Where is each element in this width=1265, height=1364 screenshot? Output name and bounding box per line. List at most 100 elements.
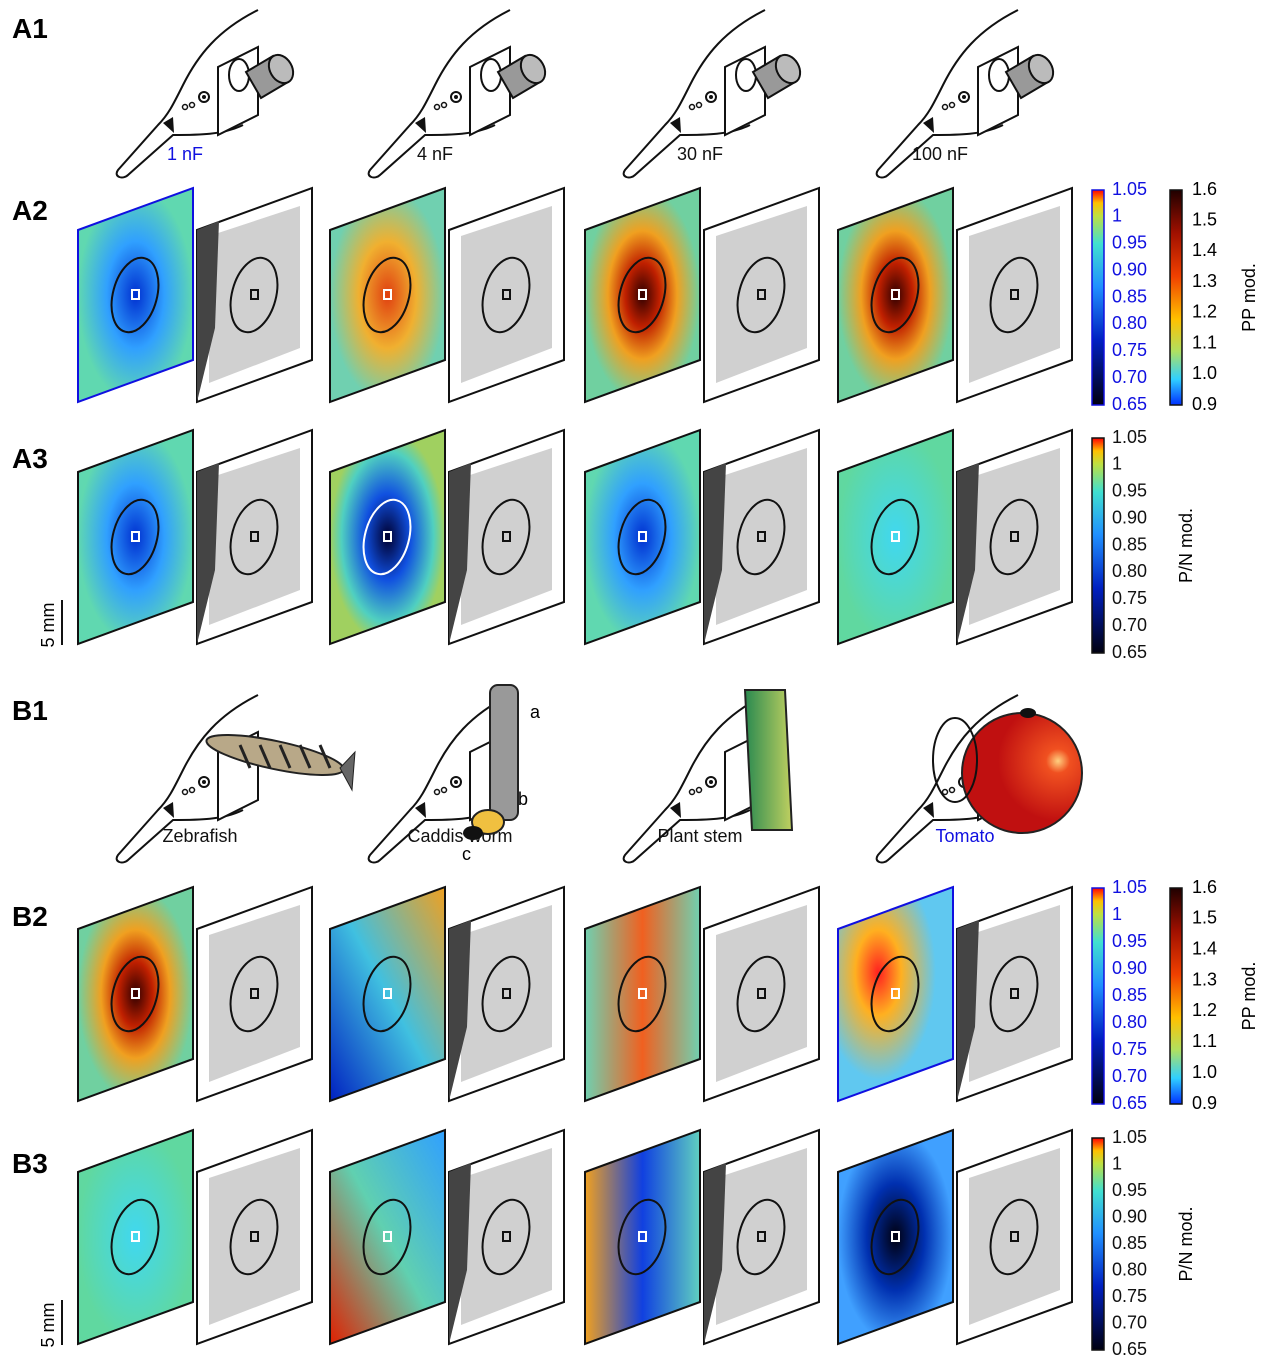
heatmap [838, 1130, 953, 1344]
pn-tick-label: 0.70 [1112, 1312, 1147, 1332]
pp-tick-label: 1.4 [1192, 938, 1217, 958]
pn-tick-label: 0.75 [1112, 340, 1147, 360]
pn-tick-label: 1 [1112, 1153, 1122, 1173]
pn-tick-label: 0.75 [1112, 588, 1147, 608]
heatmap [330, 430, 445, 644]
caddis-part-label: a [530, 702, 541, 722]
scale-bar-label: 5 mm [38, 1303, 58, 1348]
pp-tick-label: 1.2 [1192, 302, 1217, 322]
colorbar-pn [1092, 888, 1104, 1104]
pn-tick-label: 0.95 [1112, 1180, 1147, 1200]
heatmap [585, 430, 700, 644]
heatmap [78, 430, 193, 644]
panel-label: B2 [12, 901, 48, 932]
caddis-case [490, 685, 518, 820]
pp-tick-label: 1.4 [1192, 240, 1217, 260]
pn-tick-label: 1.05 [1112, 427, 1147, 447]
stimulus-label: 4 nF [417, 144, 453, 164]
pn-tick-label: 0.85 [1112, 1233, 1147, 1253]
pn-axis-label: P/N mod. [1176, 508, 1196, 583]
panel-label: B1 [12, 695, 48, 726]
pn-tick-label: 0.85 [1112, 286, 1147, 306]
object-label: Tomato [935, 826, 994, 846]
figure: A1A2A3B1B2B31 nF4 nF30 nF100 nFZebrafish… [0, 0, 1265, 1359]
pn-tick-label: 0.75 [1112, 1039, 1147, 1059]
pn-tick-label: 0.80 [1112, 1012, 1147, 1032]
pn-tick-label: 0.65 [1112, 1093, 1147, 1113]
heatmap [330, 188, 445, 402]
pn-tick-label: 0.70 [1112, 367, 1147, 387]
heatmap [838, 188, 953, 402]
heatmap [838, 887, 953, 1101]
panel-label: B3 [12, 1148, 48, 1179]
pn-tick-label: 0.95 [1112, 233, 1147, 253]
pn-tick-label: 0.85 [1112, 534, 1147, 554]
pp-tick-label: 1.1 [1192, 1031, 1217, 1051]
heatmap [585, 887, 700, 1101]
fish-tail [340, 752, 355, 790]
pn-tick-label: 0.75 [1112, 1286, 1147, 1306]
colorbar-pn [1092, 1138, 1104, 1350]
pp-tick-label: 1.6 [1192, 877, 1217, 897]
heatmap [838, 430, 953, 644]
pn-tick-label: 0.70 [1112, 615, 1147, 635]
pn-tick-label: 1 [1112, 206, 1122, 226]
colorbar-pp [1170, 190, 1182, 405]
pn-tick-label: 1 [1112, 904, 1122, 924]
pn-tick-label: 1 [1112, 454, 1122, 474]
pp-axis-label: PP mod. [1239, 962, 1259, 1031]
caddis-head [463, 826, 483, 840]
pp-tick-label: 1.2 [1192, 1000, 1217, 1020]
pn-tick-label: 0.95 [1112, 481, 1147, 501]
tomato-stem [1020, 708, 1036, 718]
heatmap [585, 188, 700, 402]
pp-tick-label: 1.5 [1192, 209, 1217, 229]
pn-tick-label: 0.80 [1112, 561, 1147, 581]
pn-tick-label: 0.65 [1112, 394, 1147, 414]
pn-tick-label: 0.65 [1112, 1339, 1147, 1359]
pn-tick-label: 0.90 [1112, 1206, 1147, 1226]
pn-tick-label: 0.70 [1112, 1066, 1147, 1086]
colorbar-pp [1170, 888, 1182, 1104]
colorbar-pn [1092, 190, 1104, 405]
pp-tick-label: 0.9 [1192, 1093, 1217, 1113]
colorbar-pn [1092, 438, 1104, 653]
tomato [962, 713, 1082, 833]
pp-axis-label: PP mod. [1239, 263, 1259, 332]
stem [745, 690, 792, 830]
pn-tick-label: 0.90 [1112, 507, 1147, 527]
pp-tick-label: 1.0 [1192, 1062, 1217, 1082]
heatmap [330, 887, 445, 1101]
pp-tick-label: 0.9 [1192, 394, 1217, 414]
caddis-part-label: b [518, 789, 528, 809]
heatmap [78, 1130, 193, 1344]
object-label: Plant stem [657, 826, 742, 846]
panel-label: A2 [12, 195, 48, 226]
pn-tick-label: 0.80 [1112, 1259, 1147, 1279]
panel-label: A1 [12, 13, 48, 44]
heatmap [78, 188, 193, 402]
object-label: Zebrafish [162, 826, 237, 846]
pn-tick-label: 0.90 [1112, 259, 1147, 279]
scale-bar-label: 5 mm [38, 603, 58, 648]
stimulus-label: 30 nF [677, 144, 723, 164]
pn-tick-label: 1.05 [1112, 1127, 1147, 1147]
panel-label: A3 [12, 443, 48, 474]
pn-tick-label: 0.90 [1112, 958, 1147, 978]
pn-tick-label: 0.65 [1112, 642, 1147, 662]
heatmap [585, 1130, 700, 1344]
pn-axis-label: P/N mod. [1176, 1206, 1196, 1281]
pn-tick-label: 0.80 [1112, 313, 1147, 333]
pn-tick-label: 1.05 [1112, 877, 1147, 897]
caddis-part-label: c [462, 844, 471, 864]
heatmap [78, 887, 193, 1101]
pp-tick-label: 1.0 [1192, 363, 1217, 383]
pn-tick-label: 0.85 [1112, 985, 1147, 1005]
pp-tick-label: 1.3 [1192, 969, 1217, 989]
pp-tick-label: 1.3 [1192, 271, 1217, 291]
pn-tick-label: 0.95 [1112, 931, 1147, 951]
pp-tick-label: 1.1 [1192, 332, 1217, 352]
pp-tick-label: 1.5 [1192, 908, 1217, 928]
pp-tick-label: 1.6 [1192, 179, 1217, 199]
stimulus-label: 1 nF [167, 144, 203, 164]
